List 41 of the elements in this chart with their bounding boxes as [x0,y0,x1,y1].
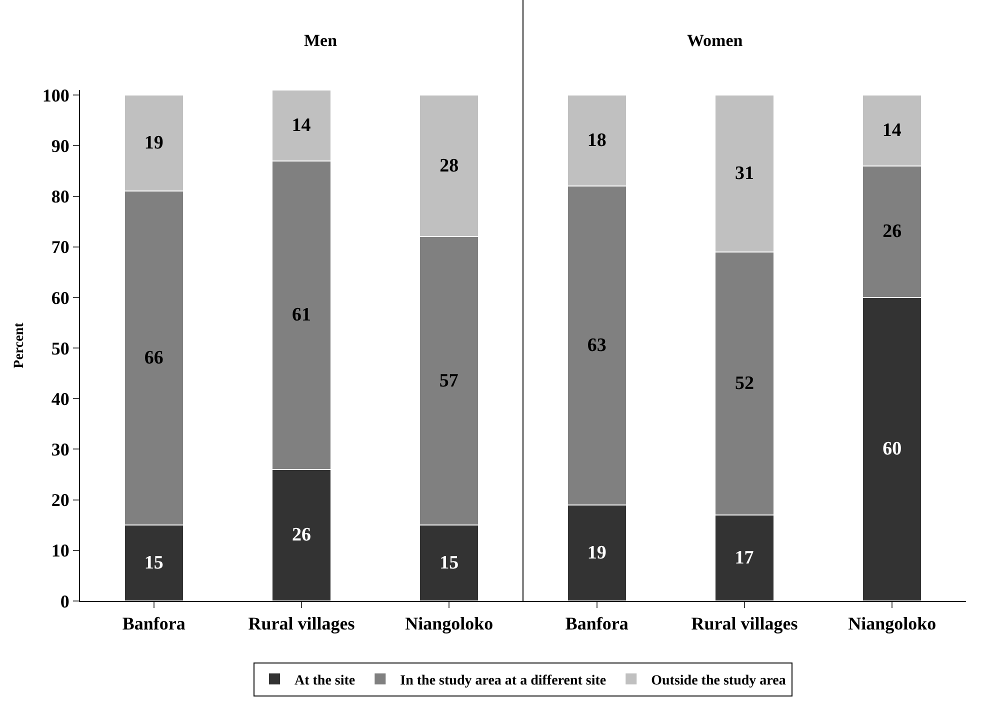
data-label: 19 [144,132,164,154]
data-label: 26 [292,524,311,546]
data-label: 14 [292,114,312,136]
data-label: 19 [587,542,606,564]
y-tick-label: 30 [51,440,70,460]
y-tick-label: 70 [51,237,70,258]
y-tick-label: 40 [51,388,70,409]
x-tick-label: Niangoloko [405,614,494,634]
x-tick-label: Rural villages [248,614,355,634]
data-label: 63 [587,335,606,356]
data-label: 60 [882,438,902,460]
data-label: 61 [292,304,311,326]
data-label: 15 [440,552,459,574]
y-tick-label: 20 [51,490,70,510]
data-label: 18 [587,130,606,152]
data-label: 57 [439,370,459,392]
data-label: 66 [144,348,164,369]
legend-label: Outside the study area [651,673,786,688]
y-axis-title: Percent [12,322,27,368]
data-label: 15 [144,552,164,574]
y-tick-label: 50 [51,338,70,358]
y-tick-label: 60 [51,288,70,308]
data-label: 52 [735,372,754,394]
y-tick-label: 10 [51,540,70,561]
legend-label: In the study area at a different site [400,673,606,688]
legend-label: At the site [294,673,356,688]
data-label: 26 [882,221,902,242]
x-tick-label: Banfora [565,614,628,634]
y-tick-label: 80 [51,186,70,207]
data-label: 31 [735,162,754,184]
data-label: 14 [882,120,902,141]
data-label: 28 [440,155,459,176]
x-tick-label: Banfora [122,614,186,634]
text: Women [687,31,744,50]
text: Men [304,31,338,50]
y-tick-label: 90 [51,136,70,156]
data-label: 17 [734,547,754,568]
y-tick-label: 100 [42,85,70,106]
x-tick-label: Rural villages [691,614,798,634]
y-tick-label: 0 [60,591,70,612]
x-tick-label: Niangoloko [848,614,936,634]
